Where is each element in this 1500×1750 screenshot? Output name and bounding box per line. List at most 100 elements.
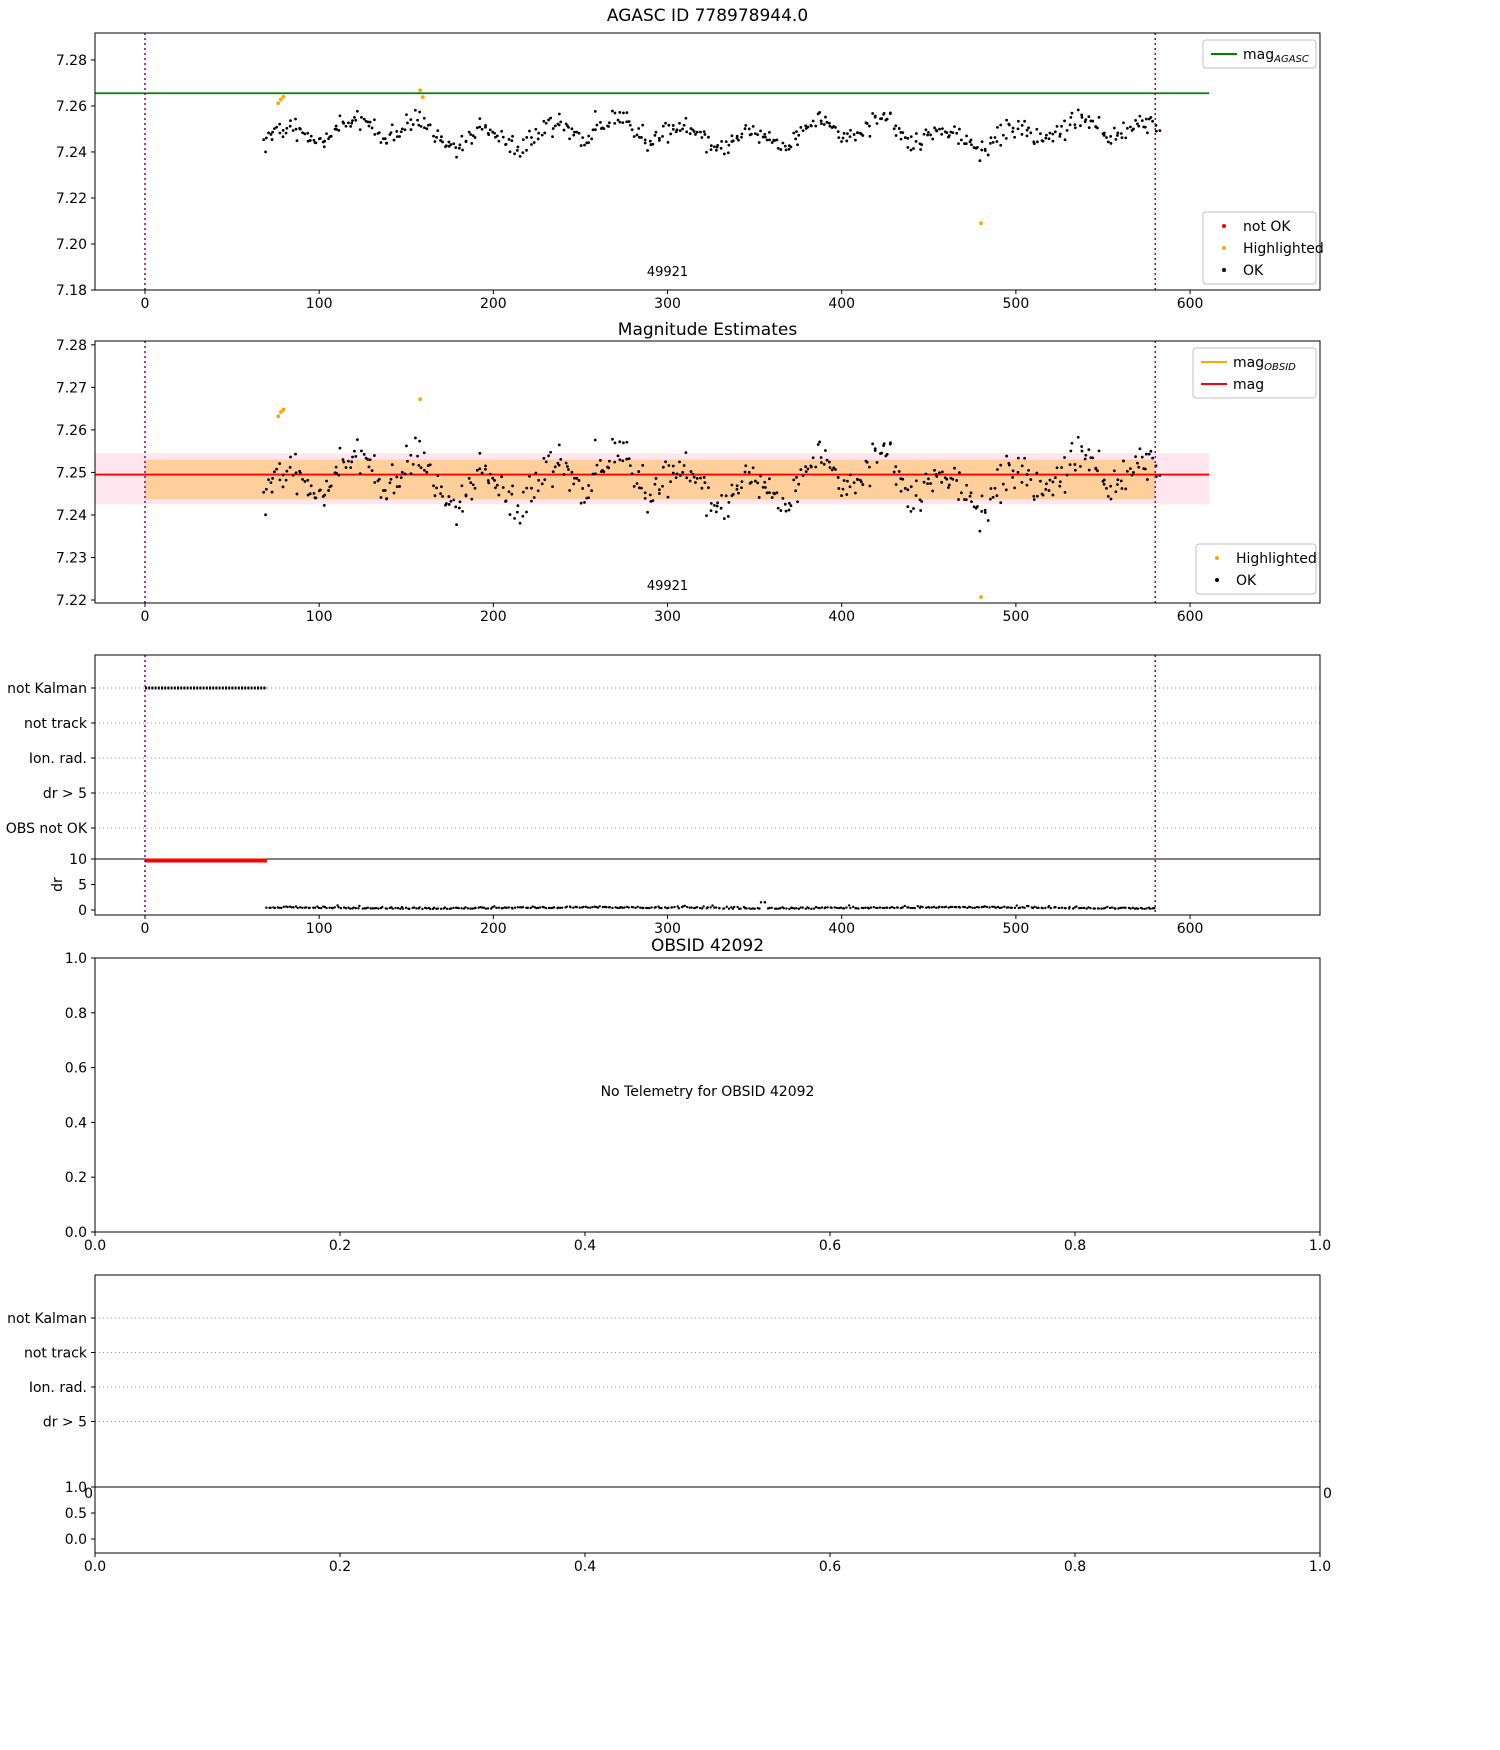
flag-row-label: Ion. rad. [29,751,87,767]
inset-tick-label: 1.0 [65,1480,87,1496]
scatter-highlighted-points [276,397,983,599]
x-tick-label: 0.8 [1064,1559,1086,1575]
y-tick-label: 7.26 [56,423,87,439]
x-tick-label: 100 [306,609,333,625]
x-tick-label: 500 [1003,296,1030,312]
x-tick-label: 0.8 [1064,1238,1086,1254]
y-tick-label: 0.6 [65,1061,87,1077]
x-tick-label: 0.6 [819,1559,841,1575]
legend-label: OK [1236,573,1257,589]
y-tick-label: 0.4 [65,1115,87,1131]
x-tick-label: 400 [828,609,855,625]
y-tick-label: 7.24 [56,145,87,161]
legend-box [1195,543,1317,595]
x-tick-label: 1.0 [1309,1559,1331,1575]
legend-label: Highlighted [1243,241,1324,257]
axes-frame [94,654,1321,916]
dr-tick-label: 5 [78,878,87,894]
y-tick-label: 7.28 [56,53,87,69]
x-tick-label: 300 [654,296,681,312]
legend-label: OK [1243,263,1264,279]
flag-row-label: dr > 5 [43,1415,87,1431]
x-tick-label: 0.2 [329,1238,351,1254]
x-tick-label: 0 [141,921,150,937]
scatter-ok-points [262,108,1162,163]
legend-marker-dot [1215,578,1219,582]
y-tick-label: 7.25 [56,465,87,481]
legend-label: mag [1233,377,1264,393]
flag-row-label: OBS not OK [6,821,88,837]
x-tick-label: 300 [654,921,681,937]
x-tick-label: 0.0 [84,1238,106,1254]
panel-telemetry-empty: 0.0 0.2 0.4 0.6 0.8 1.0 0.0 0.2 0.4 0.6 0.8 1.0 [65,951,1331,1254]
x-tick-label: 400 [828,296,855,312]
x-tick-label: 200 [480,609,507,625]
no-telemetry-text: No Telemetry for OBSID 42092 [600,1084,815,1100]
x-tick-label: 0 [141,609,150,625]
flag-row-label: dr > 5 [43,786,87,802]
x-tick-label: 200 [480,296,507,312]
panel-mag-estimates: 49921 0 100 200 300 400 500 600 7.22 7.23 7.24 7.25… [56,338,1321,625]
legend-marker-dot [1215,556,1219,560]
y-tick-label: 7.18 [56,283,87,299]
legend-label: Highlighted [1236,551,1317,567]
y-tick-label: 7.27 [56,380,87,396]
x-tick-label: 100 [306,296,333,312]
x-tick-label: 300 [654,609,681,625]
x-tick-label: 100 [306,921,333,937]
panel-agasc-mags: 49921 0 100 200 300 400 500 600 7.18 7.20 7.22 7.24… [56,32,1324,312]
legend-bottom: Highlighted OK [1195,543,1317,595]
y-tick-label: 7.22 [56,593,87,609]
x-tick-label: 200 [480,921,507,937]
legend-marker-dot [1222,246,1226,250]
legend-box [1202,211,1317,285]
dr-points [265,901,1156,911]
obsid-label: 49921 [647,265,688,280]
legend-box [1202,39,1317,69]
y-tick-label: 7.22 [56,191,87,207]
legend-label: not OK [1243,219,1291,235]
dr-tick-label: 10 [69,852,87,868]
flag-row-label: not track [24,716,88,732]
y-tick-label: 0.0 [65,1225,87,1241]
inset-tick-label: 0.5 [65,1506,87,1522]
axes-frame [94,957,1321,1233]
panel-flags-2: not Kalman not track Ion. rad. dr > 5 1.0 0.5… [7,1274,1332,1575]
x-tick-label: 600 [1177,921,1204,937]
flag-row-label: not track [24,1346,88,1362]
axes-frame [94,32,1321,291]
panel-flags-1: not Kalman not track Ion. rad. dr > 5 OBS no… [6,654,1321,937]
legend-marker-dot [1222,224,1226,228]
x-tick-label: 0 [141,296,150,312]
x-tick-label: 0.4 [574,1559,596,1575]
inset-zero-label: 0 [84,1486,93,1502]
legend-top: magAGASC [1202,39,1317,69]
y-tick-label: 7.24 [56,508,87,524]
dr-tick-label: 0 [78,903,87,919]
flag-row-label: not Kalman [7,1311,87,1327]
panel1-title: AGASC ID 778978944.0 [606,6,809,26]
y-tick-label: 7.20 [56,237,87,253]
y-tick-label: 1.0 [65,951,87,967]
inset-zero-label: 0 [1323,1486,1332,1502]
panel4-title: OBSID 42092 [650,936,765,956]
x-tick-label: 0.0 [84,1559,106,1575]
y-tick-label: 7.26 [56,99,87,115]
legend-box [1192,347,1317,399]
legend-bottom: not OK Highlighted OK [1202,211,1324,285]
y-tick-label: 0.8 [65,1006,87,1022]
obsid-label: 49921 [647,579,688,594]
dr-axis-label: dr [50,877,66,892]
x-tick-label: 600 [1177,296,1204,312]
y-tick-label: 7.28 [56,338,87,354]
panel2-title: Magnitude Estimates [617,320,798,340]
x-tick-label: 1.0 [1309,1238,1331,1254]
scatter-ok-points [262,435,1162,533]
flag-row-label: Ion. rad. [29,1380,87,1396]
inset-tick-label: 0.0 [65,1532,87,1548]
axes-frame [94,1274,1321,1554]
flag-row-label: not Kalman [7,681,87,697]
